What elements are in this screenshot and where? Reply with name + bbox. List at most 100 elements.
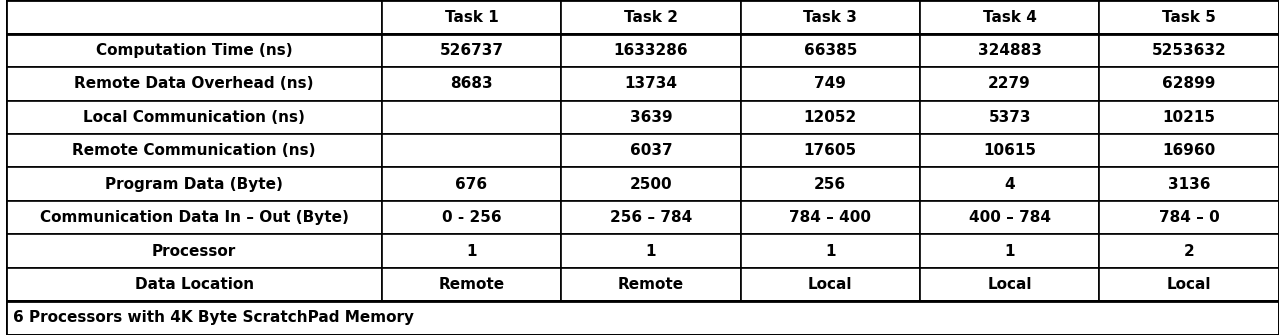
Text: 5373: 5373 bbox=[988, 110, 1030, 125]
Bar bbox=[6, 67, 381, 100]
Text: Local: Local bbox=[808, 277, 852, 292]
Bar bbox=[6, 0, 381, 34]
Text: 10615: 10615 bbox=[983, 143, 1036, 158]
Bar bbox=[1100, 67, 1279, 100]
Text: 16960: 16960 bbox=[1162, 143, 1216, 158]
Bar bbox=[381, 201, 561, 234]
Bar bbox=[561, 201, 741, 234]
Text: 256 – 784: 256 – 784 bbox=[609, 210, 692, 225]
Text: 400 – 784: 400 – 784 bbox=[969, 210, 1051, 225]
Text: 1: 1 bbox=[826, 244, 836, 259]
Bar bbox=[561, 34, 741, 67]
Bar bbox=[561, 234, 741, 268]
Text: Task 2: Task 2 bbox=[623, 10, 678, 24]
Bar bbox=[381, 34, 561, 67]
Text: Program Data (Byte): Program Data (Byte) bbox=[105, 177, 283, 192]
Text: 10215: 10215 bbox=[1162, 110, 1216, 125]
Bar bbox=[920, 67, 1100, 100]
Bar bbox=[920, 0, 1100, 34]
Bar bbox=[920, 100, 1100, 134]
Bar bbox=[381, 168, 561, 201]
Bar bbox=[6, 301, 1279, 335]
Bar bbox=[381, 67, 561, 100]
Text: 1: 1 bbox=[466, 244, 476, 259]
Bar bbox=[920, 268, 1100, 301]
Bar bbox=[920, 201, 1100, 234]
Text: 12052: 12052 bbox=[804, 110, 856, 125]
Text: 6 Processors with 4K Byte ScratchPad Memory: 6 Processors with 4K Byte ScratchPad Mem… bbox=[13, 311, 413, 325]
Text: 1: 1 bbox=[1005, 244, 1015, 259]
Bar bbox=[6, 268, 381, 301]
Text: 784 – 400: 784 – 400 bbox=[790, 210, 872, 225]
Bar bbox=[1100, 0, 1279, 34]
Bar bbox=[741, 0, 920, 34]
Bar bbox=[741, 67, 920, 100]
Text: Task 4: Task 4 bbox=[983, 10, 1037, 24]
Bar bbox=[6, 134, 381, 168]
Text: 2500: 2500 bbox=[630, 177, 672, 192]
Bar bbox=[6, 234, 381, 268]
Text: 676: 676 bbox=[456, 177, 488, 192]
Text: 2279: 2279 bbox=[988, 76, 1030, 91]
Bar bbox=[561, 0, 741, 34]
Bar bbox=[1100, 34, 1279, 67]
Text: Communication Data In – Out (Byte): Communication Data In – Out (Byte) bbox=[40, 210, 348, 225]
Bar bbox=[1100, 168, 1279, 201]
Bar bbox=[741, 134, 920, 168]
Bar bbox=[6, 34, 381, 67]
Text: 784 – 0: 784 – 0 bbox=[1158, 210, 1220, 225]
Text: 0 - 256: 0 - 256 bbox=[442, 210, 502, 225]
Text: Task 5: Task 5 bbox=[1162, 10, 1216, 24]
Text: 4: 4 bbox=[1005, 177, 1015, 192]
Text: Local Communication (ns): Local Communication (ns) bbox=[83, 110, 305, 125]
Text: 13734: 13734 bbox=[625, 76, 677, 91]
Text: 324883: 324883 bbox=[978, 43, 1042, 58]
Bar bbox=[381, 0, 561, 34]
Bar bbox=[741, 234, 920, 268]
Text: 66385: 66385 bbox=[804, 43, 856, 58]
Bar bbox=[741, 100, 920, 134]
Bar bbox=[561, 168, 741, 201]
Text: 5253632: 5253632 bbox=[1152, 43, 1226, 58]
Bar bbox=[1100, 268, 1279, 301]
Text: 6037: 6037 bbox=[630, 143, 672, 158]
Text: Task 3: Task 3 bbox=[804, 10, 858, 24]
Text: Remote: Remote bbox=[618, 277, 684, 292]
Text: 17605: 17605 bbox=[804, 143, 856, 158]
Text: Remote Data Overhead (ns): Remote Data Overhead (ns) bbox=[74, 76, 314, 91]
Text: 256: 256 bbox=[814, 177, 846, 192]
Text: Local: Local bbox=[1167, 277, 1211, 292]
Bar bbox=[741, 268, 920, 301]
Bar bbox=[6, 100, 381, 134]
Text: 526737: 526737 bbox=[439, 43, 503, 58]
Bar bbox=[1100, 201, 1279, 234]
Bar bbox=[561, 67, 741, 100]
Text: 3639: 3639 bbox=[630, 110, 672, 125]
Text: 8683: 8683 bbox=[451, 76, 493, 91]
Text: 1: 1 bbox=[645, 244, 657, 259]
Bar bbox=[6, 201, 381, 234]
Bar bbox=[741, 201, 920, 234]
Text: Data Location: Data Location bbox=[134, 277, 253, 292]
Bar bbox=[920, 134, 1100, 168]
Bar bbox=[561, 100, 741, 134]
Bar bbox=[381, 100, 561, 134]
Text: Remote: Remote bbox=[438, 277, 504, 292]
Text: 2: 2 bbox=[1184, 244, 1194, 259]
Text: Processor: Processor bbox=[152, 244, 237, 259]
Bar bbox=[1100, 100, 1279, 134]
Bar bbox=[741, 168, 920, 201]
Text: Computation Time (ns): Computation Time (ns) bbox=[96, 43, 292, 58]
Text: 1633286: 1633286 bbox=[613, 43, 689, 58]
Text: Task 1: Task 1 bbox=[444, 10, 498, 24]
Text: 3136: 3136 bbox=[1167, 177, 1211, 192]
Text: 749: 749 bbox=[814, 76, 846, 91]
Text: Local: Local bbox=[987, 277, 1032, 292]
Text: 62899: 62899 bbox=[1162, 76, 1216, 91]
Bar bbox=[561, 268, 741, 301]
Bar bbox=[920, 234, 1100, 268]
Bar bbox=[920, 168, 1100, 201]
Bar bbox=[561, 134, 741, 168]
Bar bbox=[381, 134, 561, 168]
Bar bbox=[6, 168, 381, 201]
